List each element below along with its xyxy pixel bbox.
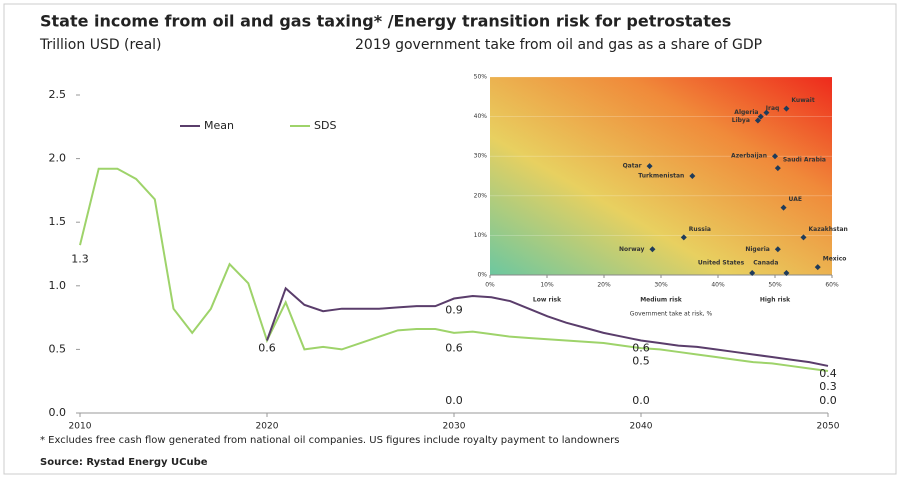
x-tick-label: 10%	[540, 282, 554, 289]
x-tick-label: 40%	[711, 282, 725, 289]
point-label: Iraq	[766, 105, 780, 112]
point	[772, 153, 778, 160]
annotation: 1.3	[71, 253, 89, 266]
x-tick-label: 2040	[630, 422, 653, 432]
y-tick-label: 30%	[474, 153, 488, 160]
point	[774, 165, 781, 172]
annotation: 0.0	[445, 394, 463, 407]
point-label: Qatar	[623, 163, 642, 170]
point-label: Algeria	[734, 109, 758, 116]
risk-band-label: Low risk	[533, 297, 562, 304]
annotation: 0.5	[632, 354, 650, 367]
point-label: UAE	[789, 196, 802, 203]
inset-title: 2019 government take from oil and gas as…	[355, 37, 762, 53]
x-tick-label: 2010	[69, 422, 92, 432]
x-tick-label: 30%	[654, 282, 668, 289]
point	[814, 264, 821, 271]
point-label: Turkmenistan	[638, 173, 684, 180]
risk-band-label: Medium risk	[640, 297, 683, 304]
y-tick-label: 50%	[474, 74, 488, 81]
annotation: 0.3	[819, 380, 837, 393]
point-label: United States	[698, 260, 745, 267]
x-axis-label: Government take at risk, %	[630, 311, 713, 318]
point	[757, 113, 764, 120]
y-tick-label: 40%	[474, 113, 488, 120]
subtitle: Trillion USD (real)	[39, 37, 162, 53]
y-tick-label: 1.0	[49, 279, 67, 292]
line-series	[266, 286, 829, 367]
frame	[3, 3, 897, 475]
annotation: 0.0	[819, 394, 837, 407]
y-tick-label: 2.0	[49, 152, 67, 165]
annotation: 0.6	[632, 342, 650, 355]
point-label: Norway	[619, 246, 645, 253]
x-tick-label: 60%	[825, 282, 839, 289]
source: Source: Rystad Energy UCube	[40, 457, 208, 468]
y-tick-label: 10%	[474, 232, 488, 239]
point	[689, 173, 696, 179]
annotation: 0.4	[819, 367, 837, 380]
annotation: 0.6	[445, 342, 463, 355]
line-series	[79, 167, 829, 373]
point-label: Kazakhstan	[809, 226, 848, 233]
title: State income from oil and gas taxing* /E…	[40, 12, 731, 31]
point	[754, 117, 761, 124]
inset-background	[490, 77, 832, 275]
point	[649, 246, 656, 253]
x-tick-label: 50%	[768, 282, 782, 289]
y-tick-label: 1.5	[49, 215, 67, 228]
point	[783, 105, 790, 112]
risk-band-label: High risk	[760, 297, 791, 304]
point-label: Mexico	[823, 256, 847, 263]
point	[780, 204, 787, 211]
point-label: Nigeria	[745, 246, 770, 253]
x-tick-label: 2020	[256, 422, 279, 432]
point	[783, 270, 790, 277]
point-label: Russia	[689, 226, 711, 233]
point-label: Kuwait	[791, 97, 814, 104]
point-label: Canada	[753, 260, 778, 267]
annotation: 0.6	[258, 342, 276, 355]
point-label: Saudi Arabia	[783, 157, 826, 164]
y-tick-label: 0.5	[49, 342, 67, 355]
annotation: 0.0	[632, 394, 650, 407]
legend-label: SDS	[314, 119, 336, 132]
x-tick-label: 20%	[597, 282, 611, 289]
annotation: 0.9	[445, 304, 463, 317]
point-label: Libya	[732, 117, 750, 124]
y-tick-label: 2.5	[49, 88, 67, 101]
y-tick-label: 0%	[477, 272, 487, 279]
point	[749, 270, 756, 277]
point	[774, 246, 781, 253]
legend-label: Mean	[204, 119, 234, 132]
point	[646, 163, 653, 170]
x-tick-label: 2030	[443, 422, 466, 432]
point	[763, 109, 770, 116]
y-tick-label: 20%	[474, 192, 488, 199]
point	[680, 234, 687, 241]
y-tick-label: 0.0	[49, 406, 67, 419]
x-tick-label: 0%	[485, 282, 495, 289]
footnote: * Excludes free cash flow generated from…	[40, 435, 619, 446]
x-tick-label: 2050	[817, 422, 840, 432]
point-label: Azerbaijan	[731, 153, 767, 160]
point	[800, 234, 807, 241]
